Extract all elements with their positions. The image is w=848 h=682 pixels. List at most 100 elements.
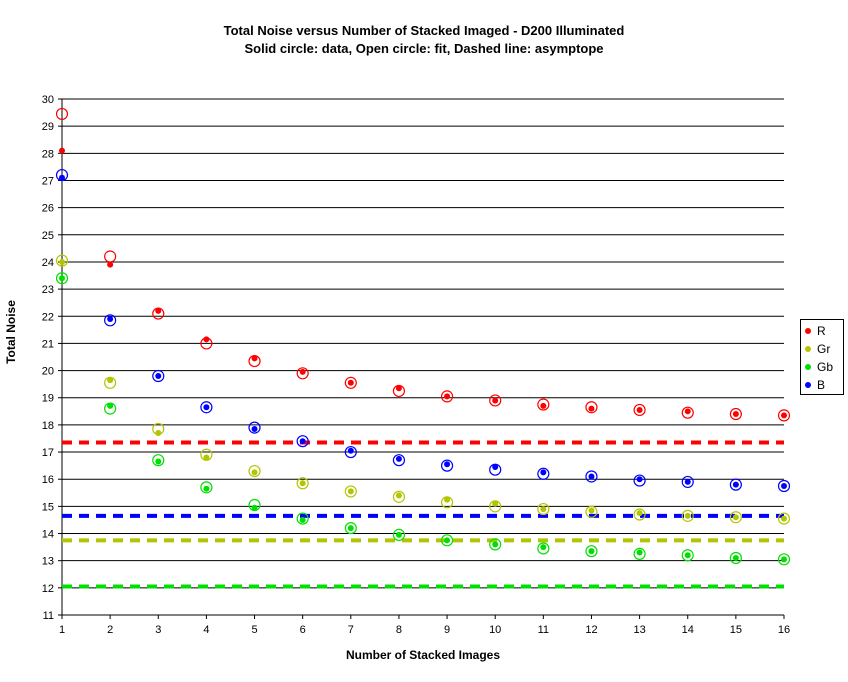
fit-point-r <box>681 406 694 419</box>
y-tick-label: 22 <box>42 311 54 323</box>
data-point-gb <box>540 544 547 551</box>
fit-point-b <box>392 454 406 467</box>
fit-point-b <box>104 314 117 327</box>
fit-point-r <box>729 407 742 421</box>
fit-point-gb <box>729 551 742 565</box>
fit-point-gr <box>344 485 357 498</box>
x-tick-label: 8 <box>396 624 402 636</box>
data-point-b <box>299 438 306 445</box>
y-tick-label: 27 <box>42 175 54 187</box>
x-tick-label: 16 <box>778 624 790 636</box>
fit-point-b <box>152 369 165 383</box>
x-tick-label: 13 <box>633 624 645 636</box>
fit-point-b <box>681 475 694 489</box>
fit-point-gb <box>489 538 502 551</box>
fit-point-gr <box>777 512 791 525</box>
data-point-gb <box>732 554 739 561</box>
y-tick-label: 25 <box>42 230 54 242</box>
data-point-gr <box>684 512 691 519</box>
data-point-gr <box>444 496 451 503</box>
fit-point-gb <box>440 534 454 547</box>
fit-point-r <box>585 401 598 414</box>
data-point-gb <box>588 548 595 555</box>
legend: R Gr Gb B <box>800 319 844 395</box>
x-tick-label: 3 <box>155 624 161 636</box>
data-point-gb <box>636 549 643 556</box>
y-tick-label: 13 <box>42 556 54 568</box>
fit-point-b <box>729 478 742 491</box>
data-point-r <box>347 379 354 386</box>
data-point-r <box>395 385 402 392</box>
fit-point-r <box>55 107 69 121</box>
data-point-gr <box>732 514 739 521</box>
data-point-b <box>684 478 691 485</box>
data-point-b <box>203 404 210 411</box>
data-point-b <box>636 476 643 483</box>
data-point-r <box>299 368 306 375</box>
fit-point-b <box>440 459 454 472</box>
fit-point-r <box>777 409 791 422</box>
data-point-r <box>781 412 787 419</box>
legend-label: R <box>817 324 826 338</box>
chart-subtitle: Solid circle: data, Open circle: fit, Da… <box>244 41 604 56</box>
y-tick-label: 29 <box>42 121 54 133</box>
data-point-gr <box>203 454 210 461</box>
x-axis-title: Number of Stacked Images <box>345 648 501 662</box>
y-tick-label: 16 <box>42 474 54 486</box>
fit-point-gb <box>392 528 406 541</box>
data-point-gb <box>203 485 210 492</box>
fit-point-gb <box>537 542 550 555</box>
data-point-b <box>107 315 114 322</box>
data-point-b <box>395 455 402 462</box>
data-point-r <box>107 261 114 268</box>
data-point-gb <box>781 556 787 563</box>
fit-point-gb <box>344 521 357 535</box>
fit-point-b <box>344 445 357 459</box>
fit-point-r <box>537 398 550 411</box>
data-point-b <box>781 483 787 489</box>
fit-point-gb <box>681 549 694 562</box>
fit-point-gb <box>55 272 69 285</box>
data-point-r <box>251 355 258 362</box>
y-tick-label: 30 <box>42 94 54 106</box>
data-point-b <box>444 461 451 468</box>
fit-point-gr <box>633 508 646 521</box>
legend-label: B <box>817 378 826 392</box>
x-tick-label: 4 <box>203 624 209 636</box>
fit-point-gr <box>55 254 69 267</box>
fit-point-r <box>296 367 309 380</box>
chart-title: Total Noise versus Number of Stacked Ima… <box>223 23 625 38</box>
data-point-gb <box>684 552 691 559</box>
data-point-r <box>732 411 739 418</box>
y-axis-title: Total Noise <box>4 300 18 364</box>
x-tick-label: 9 <box>444 624 450 636</box>
legend-item-gb: Gb <box>805 358 843 376</box>
data-point-gr <box>251 469 258 476</box>
fit-point-b <box>633 474 646 487</box>
data-point-gr <box>395 492 402 499</box>
data-point-r <box>684 408 691 415</box>
data-point-gr <box>492 500 499 507</box>
data-point-gb <box>299 516 306 523</box>
y-tick-label: 14 <box>42 529 54 541</box>
data-point-gb <box>347 525 354 532</box>
data-point-gb <box>251 504 258 511</box>
data-point-gr <box>540 506 547 513</box>
data-point-b <box>59 174 65 181</box>
legend-item-gr: Gr <box>805 340 843 358</box>
data-point-r <box>203 336 210 343</box>
data-point-gr <box>299 480 306 487</box>
fit-point-gb <box>200 481 213 494</box>
legend-label: Gr <box>817 342 831 356</box>
data-point-gr <box>636 510 643 517</box>
data-point-gr <box>107 377 114 384</box>
y-tick-label: 26 <box>42 203 54 215</box>
legend-marker <box>805 328 811 334</box>
y-tick-label: 24 <box>42 257 54 269</box>
y-tick-label: 15 <box>42 501 54 513</box>
y-tick-label: 20 <box>42 366 54 378</box>
data-point-r <box>636 406 643 413</box>
x-tick-label: 7 <box>348 624 354 636</box>
legend-marker <box>805 364 811 370</box>
fit-point-r <box>344 376 357 389</box>
